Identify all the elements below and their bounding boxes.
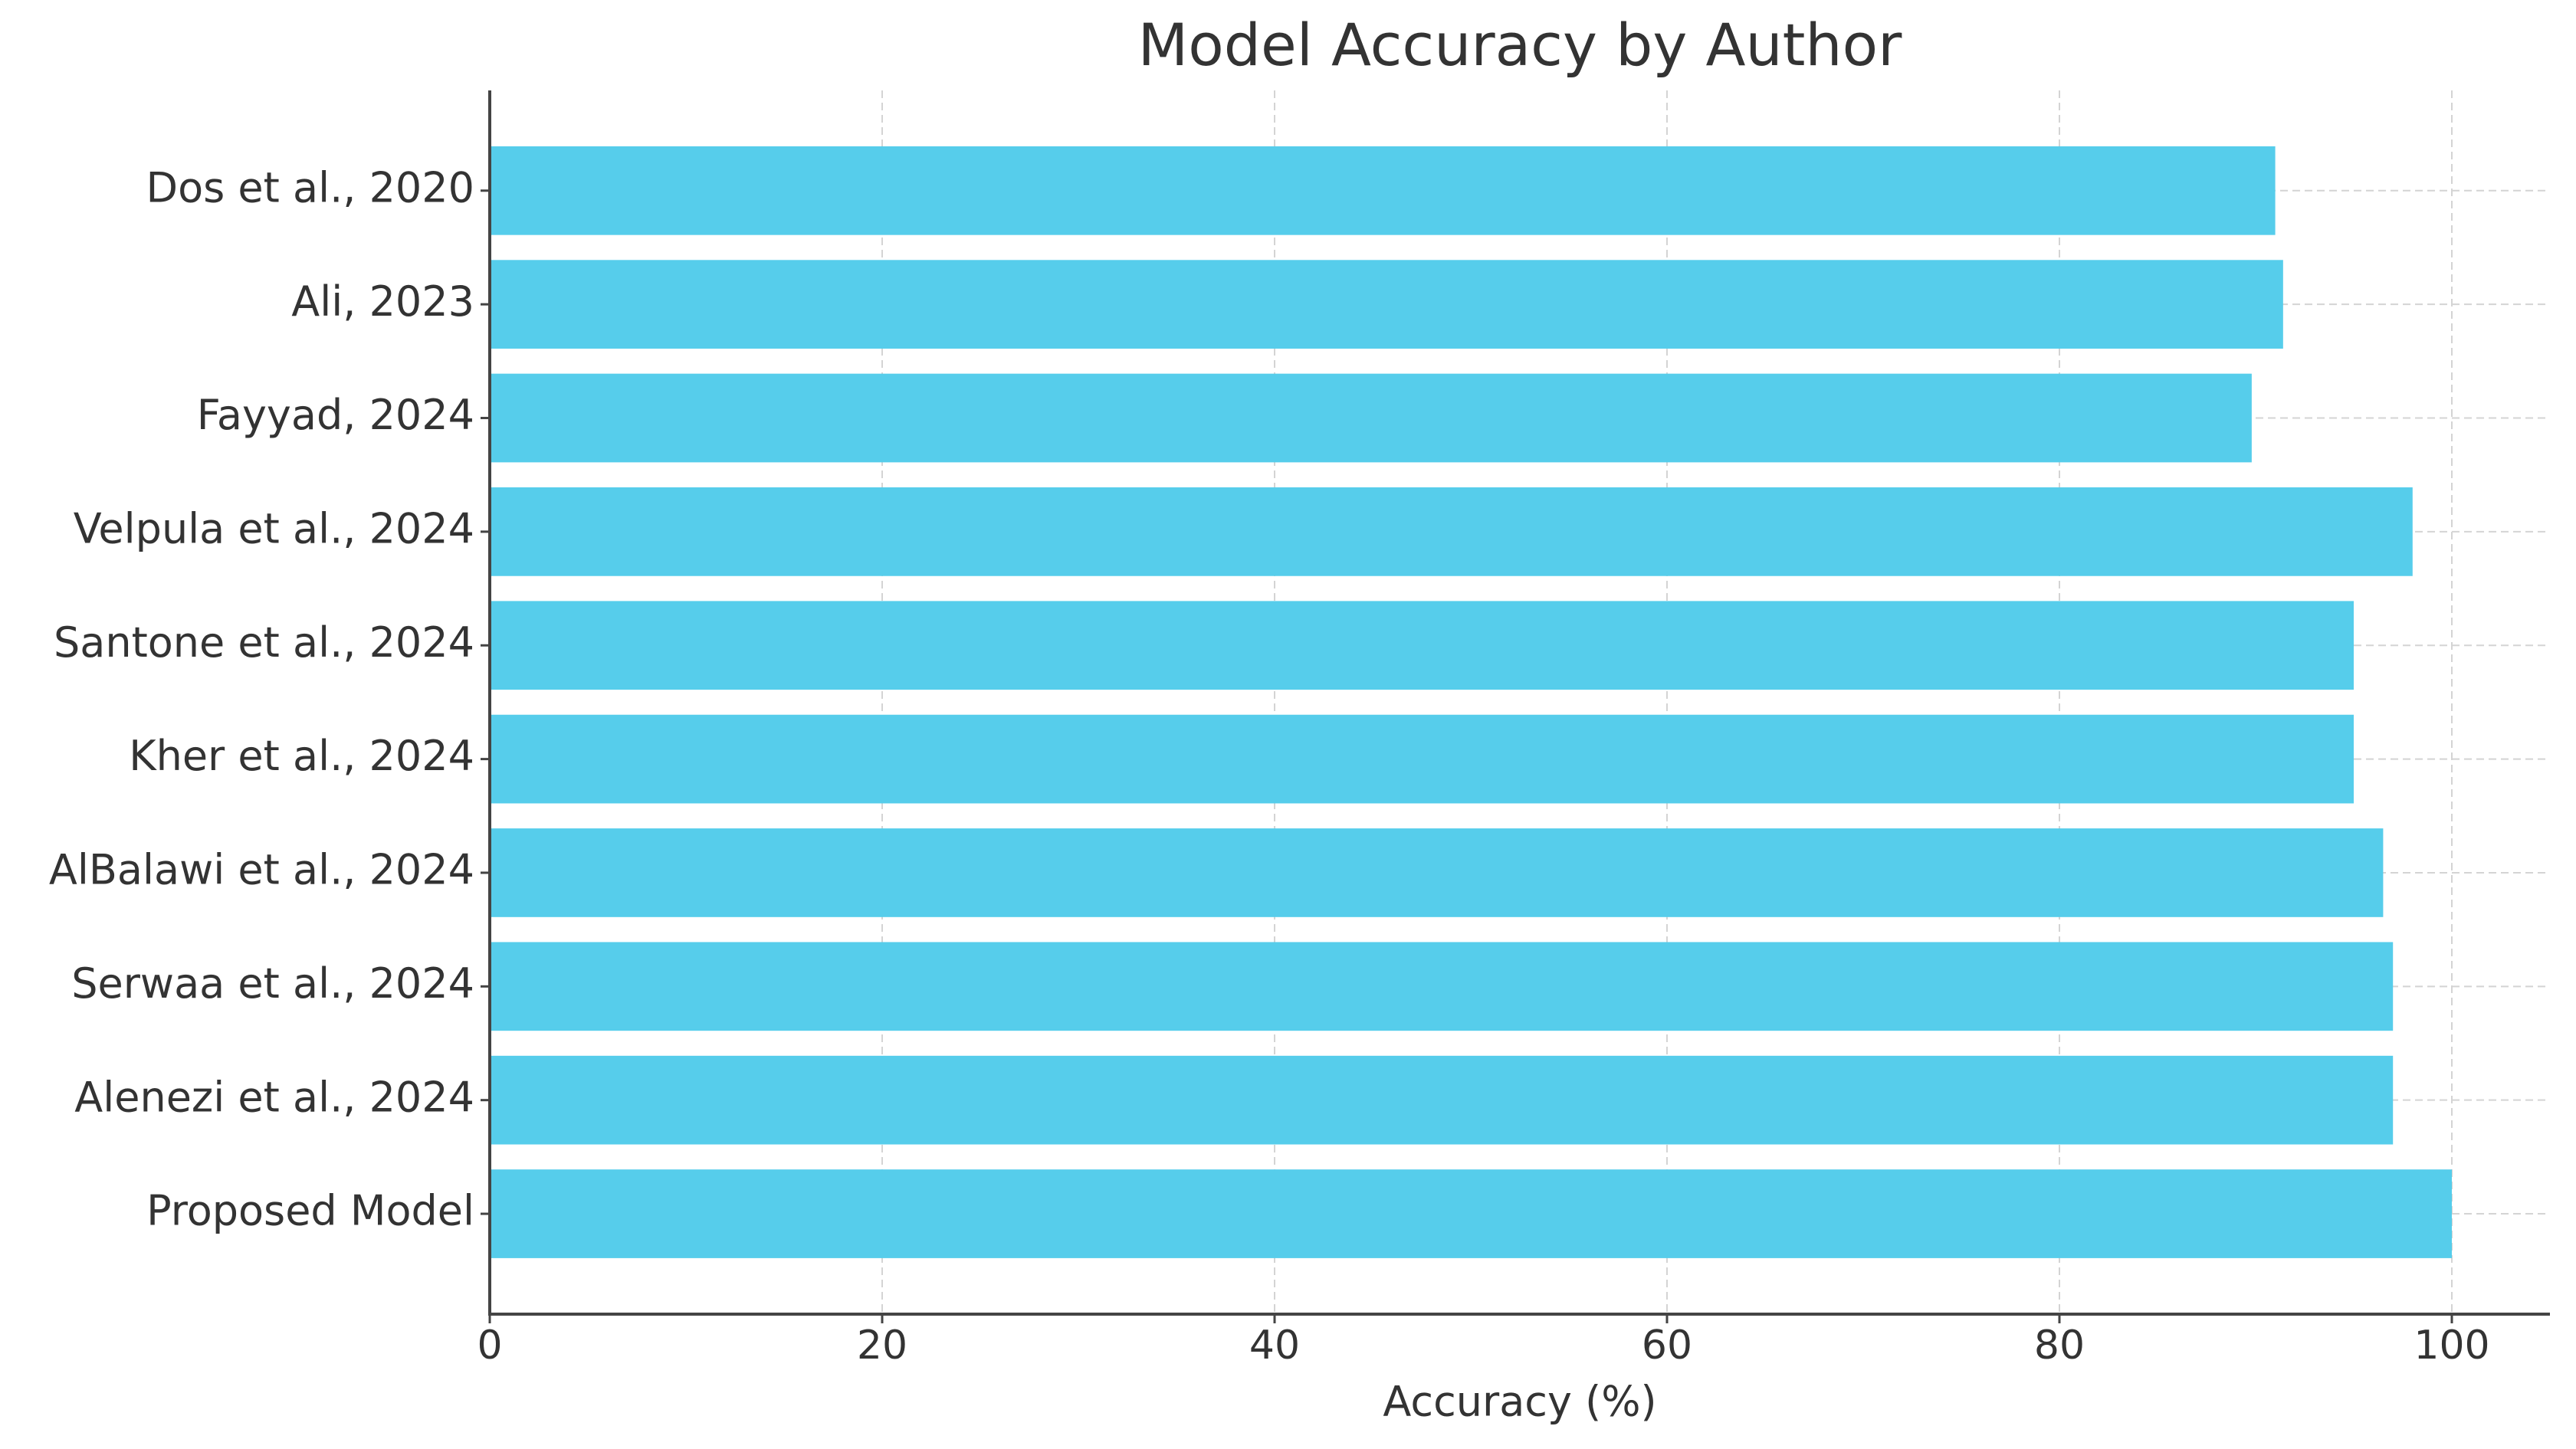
x-tick-label: 80: [2034, 1323, 2085, 1369]
bar: [490, 828, 2384, 917]
bar: [490, 373, 2252, 463]
y-tick-label: AlBalawi et al., 2024: [49, 846, 474, 894]
x-tick-label: 60: [1642, 1323, 1692, 1369]
x-tick-label: 40: [1249, 1323, 1300, 1369]
x-tick-label: 100: [2414, 1323, 2489, 1369]
bar: [490, 1169, 2452, 1258]
y-tick-label: Kher et al., 2024: [129, 732, 474, 780]
y-tick-label: Serwaa et al., 2024: [71, 959, 474, 1008]
y-tick-label: Alenezi et al., 2024: [74, 1073, 474, 1121]
y-tick-label: Dos et al., 2020: [146, 163, 475, 211]
bar: [490, 601, 2354, 690]
y-tick-label: Fayyad, 2024: [197, 391, 474, 439]
y-tick-label: Velpula et al., 2024: [74, 505, 474, 553]
bar: [490, 714, 2354, 804]
bar: [490, 146, 2276, 235]
bar: [490, 487, 2413, 576]
y-tick-label: Santone et al., 2024: [54, 618, 474, 667]
bar: [490, 942, 2394, 1031]
x-tick-label: 0: [477, 1323, 502, 1369]
x-tick-label: 20: [857, 1323, 907, 1369]
bar: [490, 1055, 2394, 1145]
y-tick-label: Ali, 2023: [291, 277, 474, 326]
chart-title: Model Accuracy by Author: [1138, 11, 1902, 79]
bar: [490, 260, 2283, 349]
y-tick-label: Proposed Model: [146, 1187, 474, 1235]
x-axis-label: Accuracy (%): [1383, 1378, 1656, 1426]
